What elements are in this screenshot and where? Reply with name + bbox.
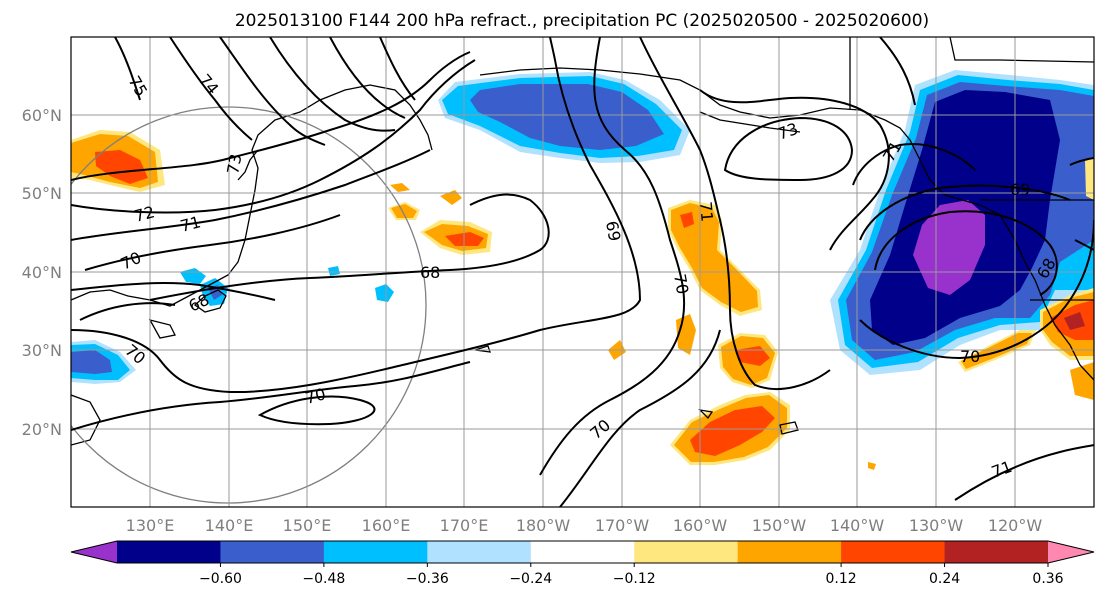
refractivity-contours [71, 37, 1094, 507]
lon-label: 180°W [516, 516, 571, 535]
colorbar-segment [323, 541, 428, 563]
lat-label: 60°N [22, 106, 62, 125]
lon-label: 160°W [673, 516, 728, 535]
colorbar-tick-label: −0.12 [613, 571, 656, 587]
contour-line [169, 37, 253, 141]
contour-line [71, 361, 471, 431]
colorbar: −0.60−0.48−0.36−0.24−0.120.120.240.360.4… [70, 540, 1095, 587]
lon-label: 170°E [440, 516, 489, 535]
contour-label: 69 [1010, 180, 1030, 199]
lon-label: 120°W [988, 516, 1043, 535]
contour-line [257, 395, 376, 426]
lat-label: 50°N [22, 184, 62, 203]
colorbar-tick-label: 0.12 [826, 571, 857, 587]
contour-line [71, 149, 431, 241]
contour-label: 70 [960, 347, 980, 366]
contour-line [852, 143, 976, 186]
map-frame [70, 36, 1095, 508]
contour-line [859, 219, 1094, 360]
lon-label: 130°E [126, 516, 175, 535]
lon-label: 140°E [205, 516, 254, 535]
lat-label: 40°N [22, 263, 62, 282]
coastlines [71, 37, 1094, 446]
contour-label: 70 [303, 384, 328, 408]
contour-line [723, 116, 854, 182]
contour-line [879, 37, 916, 106]
contour-line [699, 89, 890, 251]
contour-line [954, 444, 1094, 501]
plot-title: 2025013100 F144 200 hPa refract., precip… [235, 11, 929, 31]
colorbar-segment [117, 541, 221, 563]
latitude-labels: 60°N 50°N 40°N 30°N 20°N [22, 106, 62, 439]
contour-line [219, 37, 326, 146]
longitude-labels: 130°E 140°E 150°E 160°E 170°E 180°W 170°… [126, 516, 1043, 535]
colorbar-tick-label: −0.36 [406, 571, 449, 587]
contour-line [859, 184, 1071, 241]
contour-line [71, 59, 476, 214]
colorbar-segment [530, 541, 635, 563]
contour-line [539, 37, 686, 476]
colorbar-tick-label: −0.60 [199, 571, 242, 587]
colorbar-tick-label: −0.24 [509, 571, 552, 587]
lon-label: 160°E [362, 516, 411, 535]
contour-label: 71 [696, 201, 717, 223]
colorbar-outline [70, 540, 1095, 564]
colorbar-segment [737, 541, 842, 563]
lon-label: 140°W [830, 516, 885, 535]
lat-label: 20°N [22, 420, 62, 439]
colorbar-tick-label: −0.48 [302, 571, 345, 587]
lat-label: 30°N [22, 341, 62, 360]
contour-line [639, 37, 831, 391]
map-area: 75 74 73 72 71 70 68 68 70 70 70 69 71 7… [70, 36, 1095, 508]
lon-label: 150°W [752, 516, 807, 535]
gridlines [71, 37, 1094, 507]
contour-line [269, 37, 396, 132]
lon-label: 150°E [283, 516, 332, 535]
contour-line [874, 210, 1058, 296]
contour-line [84, 214, 341, 271]
contour-label: 72 [132, 202, 157, 226]
colorbar-extend-max [1048, 541, 1094, 563]
colorbar-tick-label: 0.24 [929, 571, 960, 587]
contour-line [71, 51, 471, 181]
colorbar-tick-label: 0.36 [1032, 571, 1063, 587]
contour-line [149, 193, 550, 301]
contour-line [559, 329, 721, 507]
colorbar-segment [634, 541, 739, 563]
colorbar-extend-min [71, 541, 117, 563]
contour-label: 73 [223, 152, 245, 175]
contour-line [114, 37, 141, 101]
colorbar-segment [220, 541, 325, 563]
colorbar-segment [841, 541, 946, 563]
contour-line [329, 37, 406, 119]
contour-line [71, 37, 642, 394]
contour-label: 71 [178, 212, 203, 236]
contour-label: 68 [420, 263, 440, 282]
range-circle [71, 106, 427, 504]
lon-label: 170°W [595, 516, 650, 535]
contour-label: 69 [602, 219, 624, 242]
colorbar-segment [944, 541, 1049, 563]
colorbar-segment [427, 541, 532, 563]
contour-label: 70 [670, 272, 692, 295]
lon-label: 130°W [909, 516, 964, 535]
contour-line [79, 302, 176, 321]
contour-line [71, 281, 276, 301]
